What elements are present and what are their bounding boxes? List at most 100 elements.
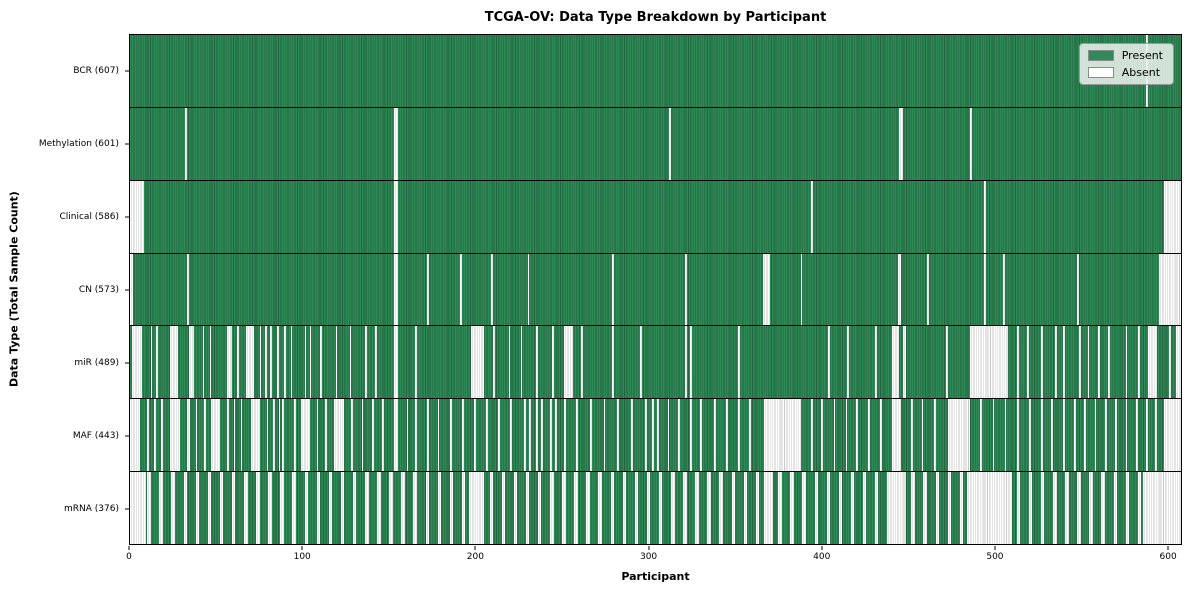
absent-segment	[159, 472, 163, 545]
absent-segment	[147, 399, 149, 472]
absent-segment	[301, 399, 310, 472]
x-tick-label: 600	[1159, 552, 1177, 562]
y-tick-mark	[125, 362, 129, 363]
absent-segment	[245, 326, 255, 399]
absent-segment	[394, 326, 398, 399]
absent-segment	[231, 472, 236, 545]
absent-segment	[283, 326, 286, 399]
x-tick-label: 500	[986, 552, 1004, 562]
chart-title: TCGA-OV: Data Type Breakdown by Particip…	[484, 10, 827, 25]
x-tick-mark	[994, 546, 996, 550]
y-tick-mark	[125, 289, 129, 290]
absent-segment	[211, 399, 220, 472]
absent-segment	[437, 472, 442, 545]
absent-segment	[264, 326, 267, 399]
absent-segment	[610, 472, 614, 545]
absent-segment	[382, 399, 385, 472]
absent-segment	[147, 472, 151, 545]
absent-segment	[169, 326, 179, 399]
absent-segment	[821, 399, 824, 472]
absent-segment	[352, 472, 357, 545]
absent-segment	[1125, 326, 1128, 399]
absent-segment	[983, 253, 986, 326]
absent-segment	[897, 253, 901, 326]
y-axis: BCR (607) Methylation (601) Clinical (586)…	[0, 34, 129, 545]
absent-segment	[880, 399, 882, 472]
absent-segment	[887, 472, 907, 545]
absent-segment	[811, 399, 813, 472]
absent-segment	[185, 107, 188, 180]
absent-segment	[926, 253, 929, 326]
absent-segment	[394, 180, 398, 253]
x-axis-label: Participant	[621, 570, 690, 583]
absent-segment	[406, 399, 409, 472]
y-tick-label: Methylation (601)	[38, 138, 119, 149]
absent-segment	[328, 472, 333, 545]
absent-segment	[278, 399, 281, 472]
absent-segment	[294, 399, 296, 472]
y-tick-label: mRNA (376)	[64, 503, 119, 514]
absent-segment	[131, 326, 143, 399]
absent-segment	[899, 107, 903, 180]
absent-segment	[251, 399, 260, 472]
absent-segment	[1079, 326, 1081, 399]
absent-segment	[748, 399, 751, 472]
absent-segment	[377, 472, 381, 545]
absent-segment	[1089, 472, 1093, 545]
heatmap-row-miR	[130, 325, 1181, 399]
x-tick-label: 200	[466, 552, 484, 562]
heatmap-row-BCR	[130, 35, 1181, 107]
absent-segment	[1063, 399, 1066, 472]
y-tick-label: BCR (607)	[73, 65, 119, 76]
absent-segment	[667, 399, 670, 472]
absent-segment	[959, 472, 964, 545]
absent-segment	[911, 472, 915, 545]
absent-segment	[415, 326, 417, 399]
absent-segment	[154, 399, 156, 472]
absent-segment	[349, 326, 352, 399]
y-tick-mark	[125, 508, 129, 509]
absent-segment	[425, 472, 430, 545]
y-tick-mark	[125, 143, 129, 144]
absent-segment	[945, 326, 948, 399]
absent-segment	[634, 472, 639, 545]
absent-segment	[923, 472, 927, 545]
absent-segment	[983, 180, 986, 253]
absent-segment	[581, 326, 583, 399]
absent-segment	[1016, 399, 1019, 472]
absent-segment	[726, 399, 729, 472]
absent-segment	[304, 326, 307, 399]
x-tick-label: 100	[293, 552, 311, 562]
heatmap-row-mRNA	[130, 471, 1181, 545]
absent-segment	[292, 472, 296, 545]
absent-segment	[219, 472, 224, 545]
absent-segment	[1073, 399, 1076, 472]
absent-segment	[875, 326, 877, 399]
absent-segment	[935, 472, 939, 545]
absent-segment	[1077, 472, 1081, 545]
absent-segment	[947, 472, 952, 545]
absent-segment	[204, 399, 207, 472]
absent-segment	[1158, 253, 1181, 326]
y-tick-label: miR (489)	[74, 357, 119, 368]
absent-segment	[473, 399, 476, 472]
absent-segment	[1028, 472, 1033, 545]
absent-segment	[612, 326, 614, 399]
x-tick-mark	[301, 546, 303, 550]
y-tick-label: CN (573)	[78, 284, 119, 295]
absent-segment	[273, 399, 276, 472]
plot-area: Present Absent	[129, 34, 1182, 545]
absent-segment	[491, 253, 493, 326]
absent-segment	[1146, 399, 1149, 472]
absent-segment	[1027, 326, 1029, 399]
absent-segment	[437, 399, 440, 472]
absent-segment	[1175, 326, 1181, 399]
absent-segment	[226, 399, 229, 472]
absent-segment	[270, 326, 272, 399]
absent-segment	[862, 472, 867, 545]
x-tick-label: 0	[126, 552, 132, 562]
absent-segment	[731, 472, 735, 545]
absent-segment	[520, 326, 523, 399]
absent-segment	[586, 472, 590, 545]
